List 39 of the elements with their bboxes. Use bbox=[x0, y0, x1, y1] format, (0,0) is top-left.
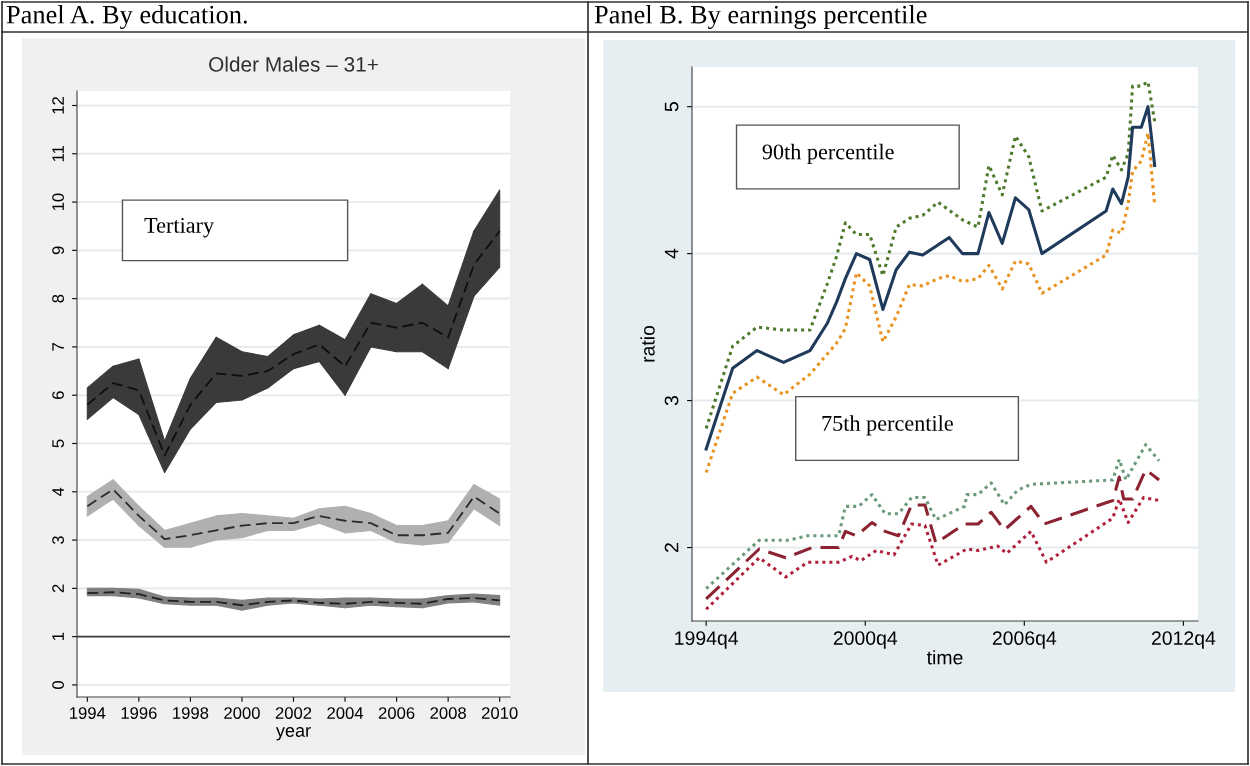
y-tick-label: 3 bbox=[664, 396, 679, 406]
x-tick-label: 1994q4 bbox=[675, 631, 739, 649]
x-tick-label: 1998 bbox=[173, 707, 209, 719]
y-tick-label: 10 bbox=[52, 193, 64, 211]
annotation: Tertiary bbox=[144, 217, 215, 238]
x-tick-label: 2012q4 bbox=[1151, 631, 1216, 649]
x-tick-label: 2006 bbox=[378, 707, 415, 719]
y-axis-title: ratio bbox=[640, 325, 655, 362]
chart-title: Panel B. By earnings percentile bbox=[594, 5, 927, 29]
y-tick-label: 2 bbox=[664, 543, 679, 552]
y-tick-label: 3 bbox=[52, 536, 64, 545]
x-axis-title: time bbox=[926, 650, 963, 665]
y-tick-label: 9 bbox=[52, 246, 64, 255]
y-tick-label: 1 bbox=[52, 632, 64, 640]
y-tick-label: 11 bbox=[52, 145, 64, 162]
x-tick-label: 1996 bbox=[121, 707, 157, 719]
chart-subtitle: Older Males – 31+ bbox=[209, 56, 378, 72]
x-tick-label: 1994 bbox=[70, 707, 106, 719]
annotation: 90th percentile bbox=[762, 143, 894, 164]
x-tick-label: 2000q4 bbox=[833, 631, 898, 649]
y-tick-label: 4 bbox=[52, 487, 64, 497]
x-tick-label: 2004 bbox=[327, 707, 364, 719]
x-tick-label: 2006q4 bbox=[992, 631, 1057, 649]
x-axis-title: year bbox=[275, 727, 311, 741]
y-tick-label: 4 bbox=[664, 248, 679, 259]
y-tick-label: 6 bbox=[52, 391, 64, 399]
x-tick-label: 2008 bbox=[430, 707, 466, 719]
y-tick-label: 5 bbox=[52, 439, 64, 448]
annotation: 75th percentile bbox=[822, 415, 953, 436]
x-tick-label: 2000 bbox=[224, 707, 260, 719]
y-tick-label: 5 bbox=[664, 102, 679, 112]
x-tick-label: 2010 bbox=[481, 707, 518, 719]
x-tick-label: 2002 bbox=[275, 707, 312, 719]
y-tick-label: 0 bbox=[52, 680, 64, 689]
y-tick-label: 12 bbox=[52, 97, 64, 114]
y-tick-label: 2 bbox=[52, 584, 64, 593]
y-tick-label: 7 bbox=[52, 343, 64, 351]
chart-title: Panel A. By education. bbox=[6, 5, 247, 29]
y-tick-label: 8 bbox=[52, 294, 64, 303]
